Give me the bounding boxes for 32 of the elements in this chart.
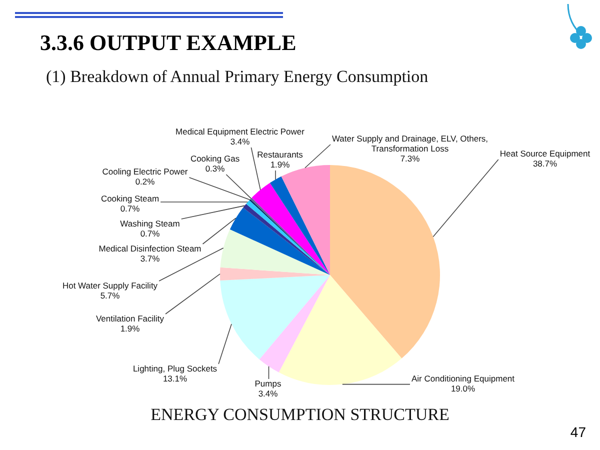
data-label: 13.1% — [162, 374, 188, 384]
text: ENERGY CONSUMPTION STRUCTURE — [150, 405, 450, 425]
slice-label: Restaurants — [257, 150, 303, 160]
data-label: 0.7% — [140, 228, 160, 239]
data-label: 38.7% — [532, 158, 558, 169]
slice-label: Heat Source Equipment — [500, 148, 591, 159]
data-label: 1.9% — [120, 324, 140, 334]
data-label: 0.7% — [120, 204, 140, 214]
data-label: 5.7% — [100, 290, 120, 301]
data-label: 3.4% — [258, 388, 278, 399]
slice-label: Cooking Gas — [190, 154, 240, 164]
slice-label: Ventilation Facility — [96, 314, 165, 324]
data-label: 19.0% — [450, 384, 476, 394]
data-label: 1.9% — [270, 160, 290, 170]
slice-label: Lighting, Plug Sockets — [132, 364, 218, 374]
slice-label: Cooling Electric Power — [102, 166, 188, 177]
slice-label: Medical Disinfection Steam — [98, 244, 202, 254]
slice-label: Water Supply and Drainage, ELV, Others, Transformation Loss — [332, 134, 488, 154]
slice-label: Cooking Steam — [100, 194, 160, 204]
text: 47 — [570, 424, 586, 440]
slice-label: Pumps — [254, 378, 282, 389]
chart-subtitle: (1) Breakdown of Annual Primary Energy Consumption — [46, 67, 428, 87]
data-label: 0.3% — [205, 164, 226, 174]
chart-title: 3.3.6 OUTPUT EXAMPLE — [40, 30, 296, 56]
data-label: 7.3% — [400, 154, 420, 164]
data-label: 3.4% — [230, 136, 250, 147]
slice-label: Medical Equipment Electric Power — [176, 126, 305, 137]
data-label: 0.2% — [135, 176, 156, 187]
slice-label: Washing Steam — [120, 218, 180, 229]
slice-label: Air Conditioning Equipment — [411, 374, 516, 384]
slice-label: Hot Water Supply Facility — [62, 280, 158, 291]
data-label: 3.7% — [140, 254, 160, 264]
